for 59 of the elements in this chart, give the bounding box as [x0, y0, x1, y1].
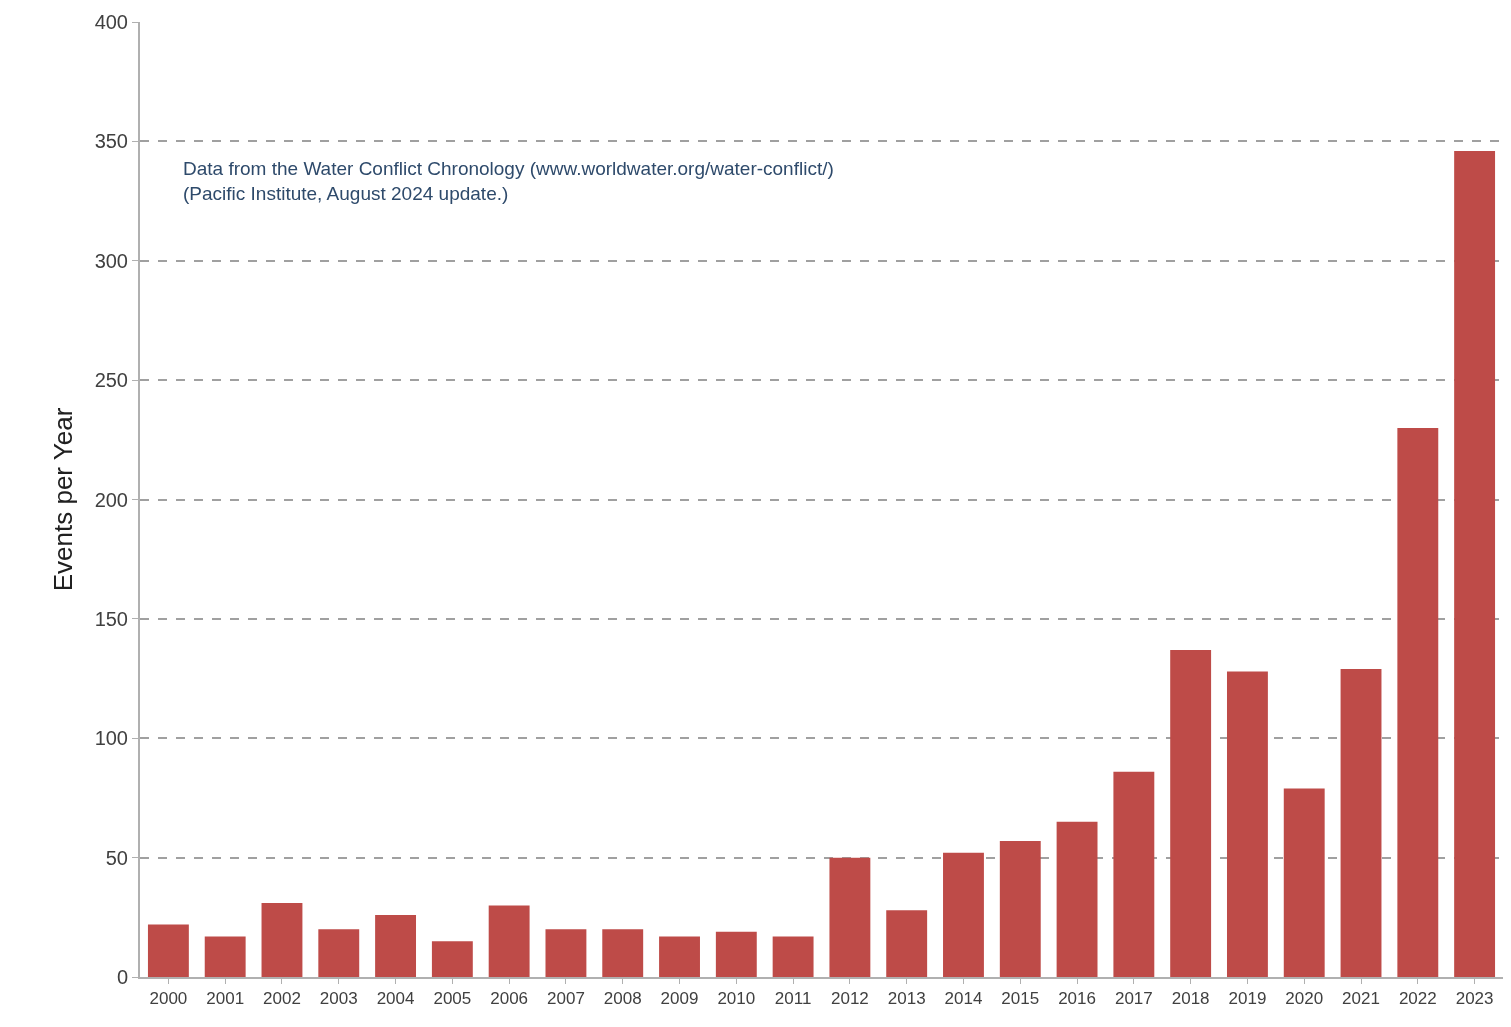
x-tick-label: 2009 — [660, 989, 699, 1009]
y-tick-label: 300 — [94, 249, 128, 272]
x-tick-label: 2006 — [490, 989, 529, 1009]
bar — [602, 929, 644, 977]
x-tick-label: 2020 — [1285, 989, 1324, 1009]
bar — [715, 931, 757, 977]
bar — [545, 929, 587, 977]
x-tick-label: 2016 — [1058, 989, 1096, 1009]
x-tick-label: 2005 — [433, 989, 472, 1009]
bar — [1340, 669, 1382, 977]
y-tick-label: 250 — [94, 369, 128, 392]
bar — [204, 936, 246, 977]
x-tick-label: 2021 — [1342, 989, 1380, 1009]
bar — [1056, 821, 1098, 977]
bar — [1454, 150, 1496, 977]
x-tick-label: 2018 — [1171, 989, 1210, 1009]
bar — [772, 936, 814, 977]
x-tick-label: 2019 — [1228, 989, 1267, 1009]
x-tick-label: 2017 — [1114, 989, 1153, 1009]
x-tick-label: 2002 — [263, 989, 301, 1009]
y-tick-label: 200 — [94, 488, 128, 511]
bar — [261, 902, 303, 977]
x-tick-label: 2011 — [774, 989, 812, 1009]
x-tick-label: 2023 — [1455, 989, 1494, 1009]
bar — [1397, 427, 1439, 977]
annotation: Data from the Water Conflict Chronology (www.worldwater.org/water-conflict/) (Pacific Institute, August 2024 update.) — [183, 158, 834, 204]
x-tick-label: 2004 — [376, 989, 415, 1009]
x-tick-label: 2014 — [944, 989, 983, 1009]
bar — [886, 910, 928, 977]
bar — [1283, 788, 1325, 977]
bar — [488, 905, 530, 977]
bar — [147, 924, 189, 977]
x-tick-label: 2000 — [149, 989, 188, 1009]
bar — [999, 840, 1041, 977]
bar — [1170, 649, 1212, 977]
bar — [1226, 671, 1268, 977]
bar — [1113, 771, 1155, 977]
y-tick-label: 150 — [94, 607, 128, 630]
y-tick-label: 0 — [116, 966, 128, 988]
x-tick-label: 2007 — [547, 989, 585, 1009]
y-tick-label: 400 — [94, 11, 128, 33]
x-tick-label: 2008 — [603, 989, 642, 1009]
bar — [318, 929, 360, 977]
bar — [375, 914, 417, 977]
x-tick-label: 2022 — [1398, 989, 1437, 1009]
bar — [829, 857, 871, 977]
x-tick-label: 2015 — [1001, 989, 1040, 1009]
y-tick-label: 350 — [94, 130, 128, 153]
y-tick-label: 50 — [105, 846, 128, 869]
bar — [431, 941, 473, 977]
bar — [659, 936, 700, 977]
bar — [943, 852, 984, 977]
x-tick-label: 2001 — [206, 989, 245, 1009]
y-tick-label: 100 — [94, 727, 128, 750]
x-tick-label: 2013 — [887, 989, 926, 1009]
x-tick-label: 2003 — [319, 989, 358, 1009]
y-axis-title: Events per Year — [47, 407, 78, 592]
x-tick-label: 2012 — [830, 989, 869, 1009]
x-tick-label: 2010 — [717, 989, 756, 1009]
